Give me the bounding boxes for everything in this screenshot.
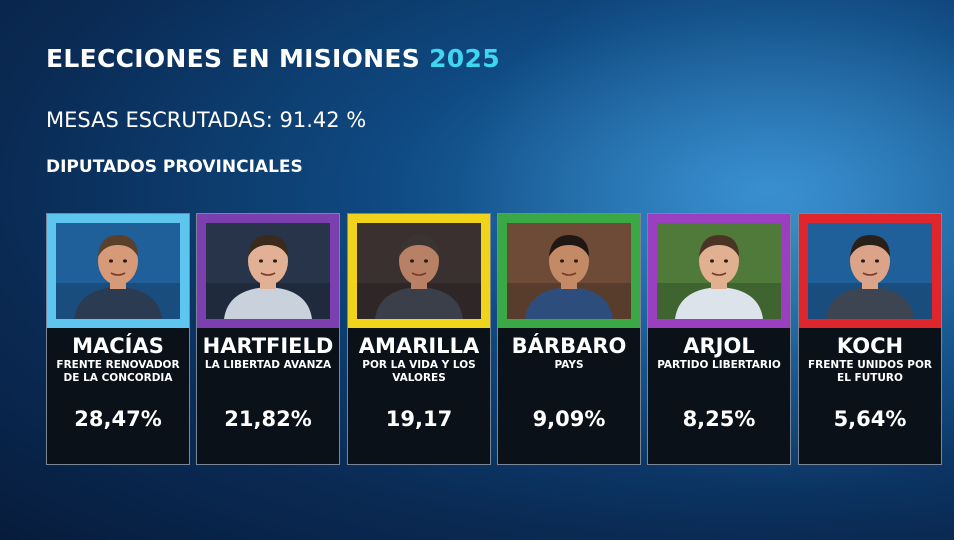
party-name: FRENTE UNIDOS POR EL FUTURO: [808, 359, 932, 384]
candidate-card: KOCH FRENTE UNIDOS POR EL FUTURO 5,64%: [798, 213, 942, 465]
party-color-frame: [799, 214, 941, 328]
party-color-frame: [648, 214, 790, 328]
party-name: POR LA VIDA Y LOS VALORES: [362, 359, 476, 384]
page-title: ELECCIONES EN MISIONES 2025: [46, 44, 500, 73]
candidate-card: BÁRBARO PAYS 9,09%: [497, 213, 641, 465]
party-color-frame: [47, 214, 189, 328]
party-name: PARTIDO LIBERTARIO: [657, 359, 781, 371]
candidate-name: AMARILLA: [358, 334, 480, 358]
party-name: FRENTE RENOVADOR DE LA CONCORDIA: [56, 359, 180, 384]
candidate-photo: [507, 223, 631, 319]
candidate-photo: [657, 223, 781, 319]
party-name: LA LIBERTAD AVANZA: [204, 359, 332, 371]
vote-percentage: 21,82%: [224, 407, 312, 431]
vote-percentage: 8,25%: [682, 407, 756, 431]
vote-percentage: 19,17: [385, 407, 453, 431]
candidate-photo: [206, 223, 330, 319]
party-color-frame: [498, 214, 640, 328]
candidate-name: ARJOL: [683, 334, 755, 358]
section-heading: DIPUTADOS PROVINCIALES: [46, 157, 303, 177]
candidate-card: AMARILLA POR LA VIDA Y LOS VALORES 19,17: [347, 213, 491, 465]
party-name: PAYS: [554, 359, 584, 371]
candidate-name: HARTFIELD: [202, 334, 334, 358]
candidate-name: MACÍAS: [72, 334, 164, 358]
party-color-frame: [197, 214, 339, 328]
candidate-cards: MACÍAS FRENTE RENOVADOR DE LA CONCORDIA 28…: [46, 213, 942, 465]
vote-percentage: 9,09%: [532, 407, 606, 431]
candidate-card: ARJOL PARTIDO LIBERTARIO 8,25%: [647, 213, 791, 465]
tables-counted-label: MESAS ESCRUTADAS: 91.42 %: [46, 108, 367, 132]
candidate-card: MACÍAS FRENTE RENOVADOR DE LA CONCORDIA 28…: [46, 213, 190, 465]
candidate-photo: [56, 223, 180, 319]
title-main: ELECCIONES EN MISIONES: [46, 44, 421, 73]
vote-percentage: 28,47%: [74, 407, 162, 431]
title-year: 2025: [429, 44, 500, 73]
candidate-photo: [357, 223, 481, 319]
candidate-name: KOCH: [836, 334, 904, 358]
candidate-card: HARTFIELD LA LIBERTAD AVANZA 21,82%: [196, 213, 340, 465]
candidate-photo: [808, 223, 932, 319]
vote-percentage: 5,64%: [833, 407, 907, 431]
candidate-name: BÁRBARO: [511, 334, 627, 358]
party-color-frame: [348, 214, 490, 328]
